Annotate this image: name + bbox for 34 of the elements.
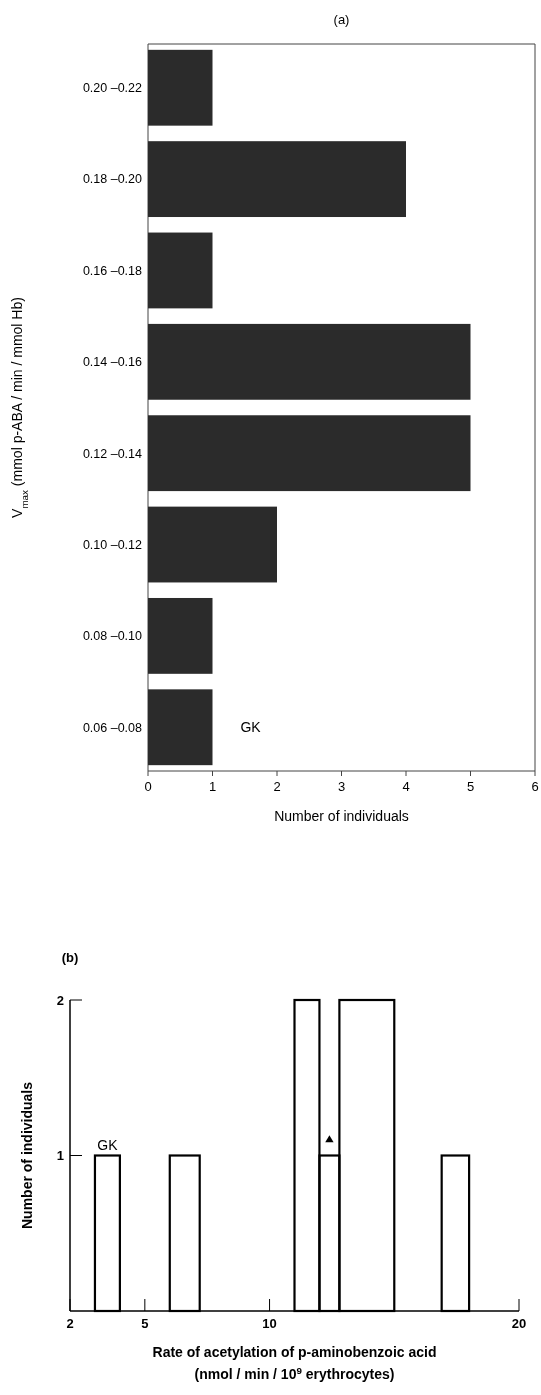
x-tick-label: 1 xyxy=(208,779,217,794)
annotation: GK xyxy=(240,719,262,736)
x-tick-label: 4 xyxy=(402,779,410,794)
x-tick-label: 20 xyxy=(511,1316,527,1331)
annotation: GK xyxy=(97,1136,119,1153)
x-tick-label: 5 xyxy=(466,779,475,794)
chart-title: (a) xyxy=(333,12,350,27)
x-tick-label: 6 xyxy=(531,779,539,794)
y-tick-label: 0.12 –0.14 xyxy=(82,446,143,461)
x-tick-label: 2 xyxy=(273,779,281,794)
x-axis-title: Rate of acetylation of p-aminobenzoic acid (nmol / min / 10$^{9}$ erythrocytes) xyxy=(152,1344,437,1382)
bar xyxy=(148,689,213,766)
bar xyxy=(148,323,471,400)
y-tick-label: 0.16 –0.18 xyxy=(82,263,143,278)
y-tick-label: 0.10 –0.12 xyxy=(82,537,143,552)
y-axis-title: Number of individuals xyxy=(19,1081,35,1230)
chart-title: (b) xyxy=(61,950,79,965)
x-tick-label: 3 xyxy=(337,779,346,794)
x-tick-label: 10 xyxy=(262,1316,277,1331)
y-tick-label: 0.14 –0.16 xyxy=(82,355,143,370)
bar xyxy=(148,141,406,218)
x-tick-label: 0 xyxy=(144,779,152,794)
y-tick-label: 0.18 –0.20 xyxy=(82,172,143,187)
bar xyxy=(148,597,213,674)
x-tick-label: 2 xyxy=(66,1316,74,1331)
y-tick-label: 0.08 –0.10 xyxy=(82,629,143,644)
x-tick-label: 5 xyxy=(141,1316,149,1331)
x-axis-title: Number of individuals xyxy=(274,808,409,824)
y-tick-label: 0.06 –0.08 xyxy=(82,720,143,735)
y-tick-label: 0.20 –0.22 xyxy=(82,81,143,96)
bar xyxy=(148,49,213,126)
bar xyxy=(148,232,213,309)
bar xyxy=(148,415,471,492)
bar xyxy=(148,506,277,583)
